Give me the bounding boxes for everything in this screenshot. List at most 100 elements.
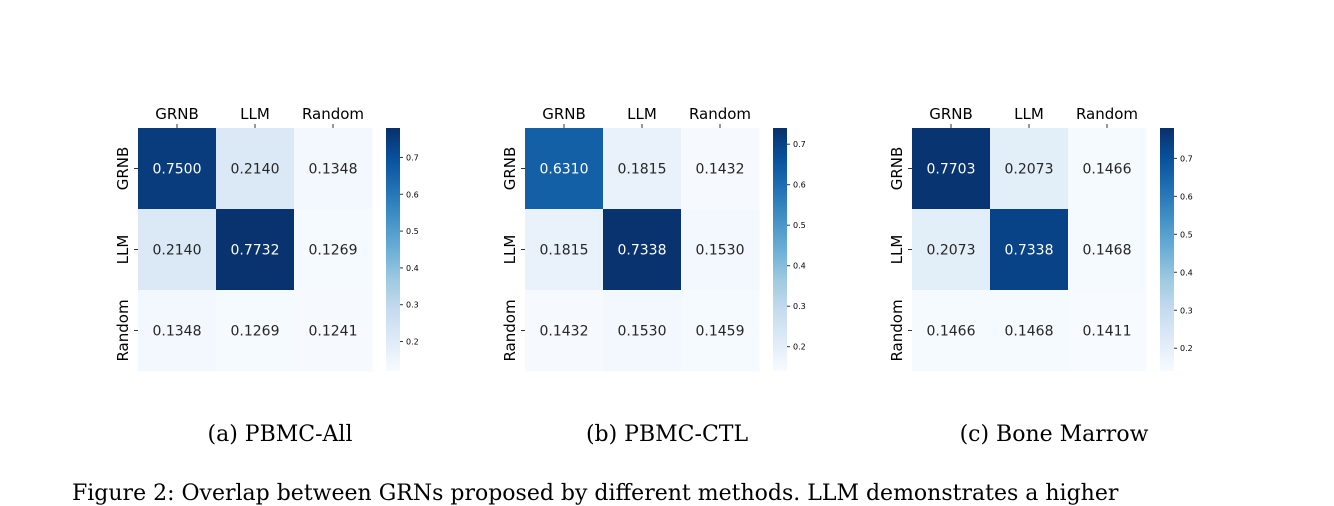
cell-value-label: 0.7338 <box>618 243 667 259</box>
row-tick-label: Random <box>888 299 906 361</box>
heatmap-cell <box>681 290 760 372</box>
cell-value-label: 0.1432 <box>540 324 589 340</box>
heatmap-cell <box>681 128 760 210</box>
heatmap-cell <box>138 128 217 210</box>
heatmap-cell <box>1068 209 1147 291</box>
colorbar-tick-label: 0.3 <box>406 301 419 310</box>
colorbar-tick-label: 0.3 <box>793 302 806 311</box>
cell-value-label: 0.1530 <box>618 324 667 340</box>
colorbar-tick-label: 0.2 <box>406 338 419 347</box>
heatmap-cell <box>681 209 760 291</box>
cell-value-label: 0.1815 <box>540 243 589 259</box>
cell-value-label: 0.1241 <box>309 324 358 340</box>
heatmap-svg-bone-marrow: 0.7703 0.2073 0.1466 0.2073 0.7338 0.1468 0.14… <box>888 105 1193 372</box>
col-tick-label: GRNB <box>929 105 973 123</box>
heatmap-cell <box>216 290 295 372</box>
row-tick-label: GRNB <box>888 147 906 191</box>
col-tick-label: LLM <box>1014 105 1044 123</box>
colorbar-tick-label: 0.5 <box>406 227 419 236</box>
col-tick-label: GRNB <box>155 105 199 123</box>
heatmap-cell <box>138 290 217 372</box>
col-tick-label: LLM <box>627 105 657 123</box>
colorbar-tick-label: 0.4 <box>406 264 419 273</box>
cell-value-label: 0.1466 <box>1083 162 1132 178</box>
col-tick-label: Random <box>1076 105 1138 123</box>
colorbar-tick-label: 0.7 <box>406 153 419 162</box>
heatmap-pbmc-ctl: 0.6310 0.1815 0.1432 0.1815 0.7338 0.1530 0.14… <box>495 95 825 385</box>
subcaption-a: (a) PBMC-All <box>207 422 353 447</box>
cell-value-label: 0.1815 <box>618 162 667 178</box>
colorbar-tick-label: 0.6 <box>406 190 419 199</box>
heatmap-cell <box>525 209 604 291</box>
cell-value-label: 0.7703 <box>927 162 976 178</box>
colorbar <box>386 128 400 371</box>
colorbar-tick-label: 0.5 <box>793 221 806 230</box>
colorbar-tick-label: 0.5 <box>1180 230 1193 239</box>
heatmap-cell <box>603 209 682 291</box>
subcaption-c: (c) Bone Marrow <box>959 422 1149 447</box>
heatmap-cell <box>603 128 682 210</box>
colorbar-tick-label: 0.6 <box>1180 192 1193 201</box>
colorbar-tick-label: 0.2 <box>1180 344 1193 353</box>
heatmap-cell <box>525 290 604 372</box>
colorbar-tick-label: 0.4 <box>1180 268 1193 277</box>
cell-value-label: 0.1468 <box>1005 324 1054 340</box>
heatmap-cell <box>138 209 217 291</box>
heatmap-cell <box>912 290 991 372</box>
colorbar <box>773 128 787 371</box>
cell-value-label: 0.7732 <box>231 243 280 259</box>
cell-value-label: 0.7500 <box>153 162 202 178</box>
cell-value-label: 0.2073 <box>1005 162 1054 178</box>
cell-value-label: 0.6310 <box>540 162 589 178</box>
heatmap-cell <box>1068 128 1147 210</box>
row-tick-label: Random <box>501 299 519 361</box>
col-tick-label: LLM <box>240 105 270 123</box>
heatmap-cell <box>990 128 1069 210</box>
colorbar-tick-label: 0.7 <box>793 140 806 149</box>
cell-value-label: 0.1411 <box>1083 324 1132 340</box>
row-tick-label: LLM <box>501 235 519 265</box>
cell-value-label: 0.1466 <box>927 324 976 340</box>
col-tick-label: Random <box>302 105 364 123</box>
heatmap-cell <box>603 290 682 372</box>
heatmap-cell <box>912 209 991 291</box>
cell-value-label: 0.7338 <box>1005 243 1054 259</box>
colorbar-tick-label: 0.4 <box>793 262 806 271</box>
cell-value-label: 0.1269 <box>309 243 358 259</box>
col-tick-label: GRNB <box>542 105 586 123</box>
cell-value-label: 0.1269 <box>231 324 280 340</box>
colorbar-tick-label: 0.7 <box>1180 154 1193 163</box>
colorbar <box>1160 128 1174 371</box>
subcaption-b: (b) PBMC-CTL <box>585 422 749 447</box>
heatmap-cell <box>216 128 295 210</box>
cell-value-label: 0.1348 <box>309 162 358 178</box>
heatmap-svg-pbmc-all: 0.7500 0.2140 0.1348 0.2140 0.7732 0.1269 0.13… <box>114 105 419 372</box>
cell-value-label: 0.2140 <box>153 243 202 259</box>
colorbar-tick-label: 0.6 <box>793 181 806 190</box>
heatmap-pbmc-all: 0.7500 0.2140 0.1348 0.2140 0.7732 0.1269 0.13… <box>108 95 438 385</box>
col-tick-label: Random <box>689 105 751 123</box>
cell-value-label: 0.1348 <box>153 324 202 340</box>
heatmap-svg-pbmc-ctl: 0.6310 0.1815 0.1432 0.1815 0.7338 0.1530 0.14… <box>501 105 806 372</box>
row-tick-label: Random <box>114 299 132 361</box>
cell-value-label: 0.1468 <box>1083 243 1132 259</box>
cell-value-label: 0.1459 <box>696 324 745 340</box>
cell-value-label: 0.2073 <box>927 243 976 259</box>
heatmap-cell <box>216 209 295 291</box>
heatmap-cell <box>294 209 373 291</box>
cell-value-label: 0.2140 <box>231 162 280 178</box>
heatmap-cell <box>912 128 991 210</box>
cell-value-label: 0.1530 <box>696 243 745 259</box>
heatmap-cell <box>990 209 1069 291</box>
heatmap-bone-marrow: 0.7703 0.2073 0.1466 0.2073 0.7338 0.1468 0.14… <box>882 95 1212 385</box>
colorbar-tick-label: 0.3 <box>1180 306 1193 315</box>
row-tick-label: GRNB <box>501 147 519 191</box>
heatmap-cell <box>294 290 373 372</box>
colorbar-tick-label: 0.2 <box>793 343 806 352</box>
row-tick-label: LLM <box>114 235 132 265</box>
heatmap-cell <box>294 128 373 210</box>
row-tick-label: LLM <box>888 235 906 265</box>
heatmap-cell <box>1068 290 1147 372</box>
heatmap-cell <box>525 128 604 210</box>
row-tick-label: GRNB <box>114 147 132 191</box>
